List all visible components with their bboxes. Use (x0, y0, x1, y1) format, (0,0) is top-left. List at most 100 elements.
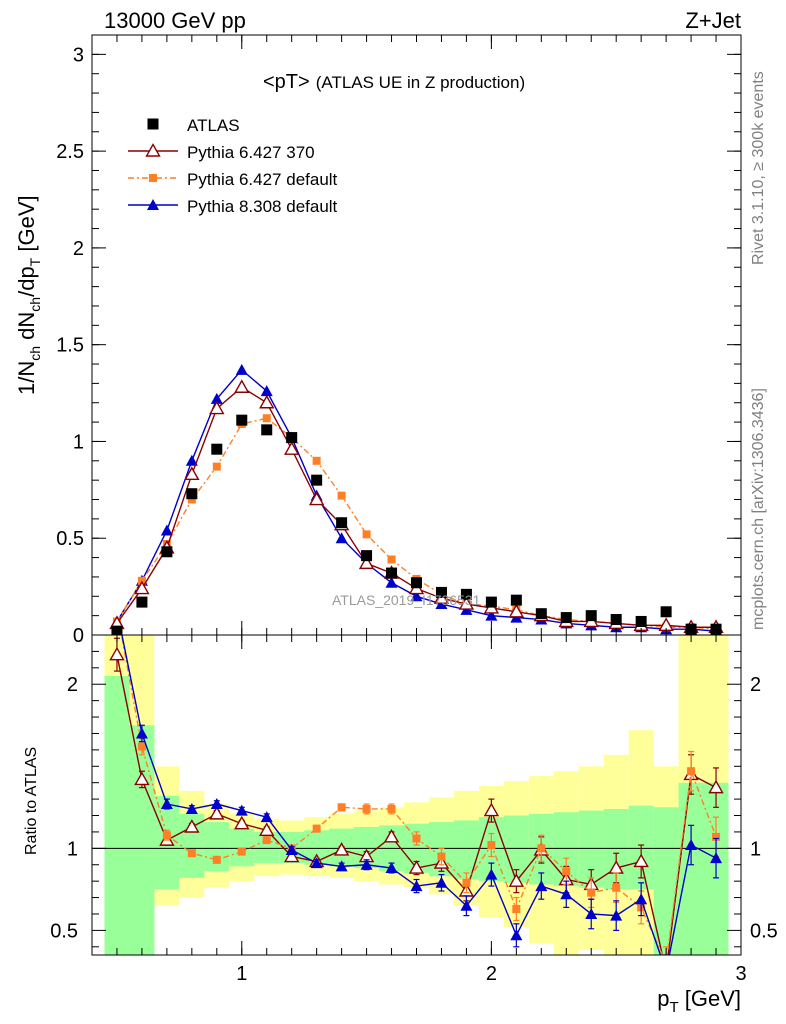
ratio-point (310, 857, 323, 869)
mc-point (259, 394, 275, 409)
data-point (386, 567, 398, 579)
plot-title-main: <pT> (263, 71, 310, 93)
y-tick-label-main: 1.5 (56, 335, 84, 357)
header-left: 13000 GeV pp (104, 8, 246, 33)
ratio-point (209, 805, 225, 820)
side-text-rivet: Rivet 3.1.10, ≥ 300k events (750, 71, 767, 265)
ratio-point (234, 815, 250, 830)
y-tick-label-main: 0 (73, 625, 84, 647)
ratio-point (312, 824, 321, 833)
mc-point (387, 555, 396, 564)
data-point (435, 586, 447, 598)
ratio-point (333, 842, 350, 856)
header-right: Z+Jet (685, 8, 741, 33)
legend-marker (147, 118, 159, 130)
ratio-point (412, 834, 421, 843)
ratio-point (610, 909, 623, 921)
data-point (510, 594, 522, 606)
legend-marker (149, 174, 157, 182)
y-axis-label-ratio: Ratio to ATLAS (23, 747, 40, 855)
ratio-point (633, 853, 649, 868)
data-point (336, 517, 348, 529)
ratio-point (285, 843, 298, 855)
mc-point (358, 555, 375, 570)
ratio-point (185, 802, 198, 814)
ratio-point (184, 819, 200, 833)
ratio-point (260, 811, 273, 823)
ratio-point (134, 771, 150, 786)
ratio-point (410, 880, 423, 892)
ratio-point (137, 742, 146, 751)
mc-point (337, 491, 346, 500)
ratio-point (462, 878, 471, 887)
ratio-point (259, 822, 275, 836)
ratio-point (237, 847, 246, 856)
ratio-point (587, 888, 596, 897)
ratio-point (660, 965, 672, 976)
ratio-point (335, 860, 348, 872)
y-tick-label-main: 3 (73, 44, 84, 66)
ratio-point (508, 873, 525, 887)
y-tick-label-main: 0.5 (56, 528, 84, 550)
data-point (261, 424, 273, 436)
mc-point (385, 576, 398, 588)
data-point (560, 612, 572, 624)
data-point (535, 608, 547, 620)
legend-label: Pythia 6.427 default (187, 170, 338, 189)
mc-point (458, 596, 475, 610)
ratio-point (537, 844, 546, 853)
ratio-point (483, 802, 500, 817)
ratio-point (437, 852, 446, 861)
ratio-point (187, 849, 196, 858)
ratio-point (135, 727, 148, 739)
ratio-point (535, 880, 548, 892)
ratio-point (212, 855, 221, 864)
ratio-bands (104, 635, 729, 955)
mc-point (210, 392, 223, 404)
ratio-point (685, 839, 698, 851)
x-tick-label: 1 (236, 963, 247, 985)
x-tick-label: 2 (486, 963, 497, 985)
mc-point (234, 379, 250, 393)
ratio-point (510, 929, 523, 941)
band-inner (104, 676, 130, 955)
mc-point (308, 491, 325, 506)
ratio-point (612, 883, 621, 892)
y-tick-label-ratio: 1 (67, 838, 78, 860)
ratio-point (362, 804, 371, 813)
y-tick-label-ratio: 0.5 (50, 920, 78, 942)
legend-label: Pythia 8.308 default (187, 197, 338, 216)
ratio-point (113, 606, 121, 614)
ratio-point (562, 867, 571, 876)
data-point (161, 546, 173, 558)
main-series (109, 363, 724, 635)
mc-point (235, 363, 248, 375)
data-point (236, 414, 248, 426)
ratio-point (560, 888, 573, 900)
ratio-point (460, 899, 473, 911)
mc-point (160, 524, 173, 536)
mc-point (209, 400, 225, 415)
y-axis-label-main: 1/Nch dNch/dpT [GeV] (14, 195, 43, 395)
plot-title-sub: (ATLAS UE in Z production) (316, 73, 525, 92)
x-axis-label: pT [GeV] (657, 986, 741, 1016)
ratio-point (360, 858, 373, 870)
ratio-point (585, 907, 598, 919)
ratio-point (712, 832, 721, 841)
data-point (311, 474, 323, 486)
mc-point (335, 532, 348, 544)
data-point (286, 432, 298, 444)
data-point (361, 550, 373, 562)
ratio-point (109, 646, 125, 661)
ratio-series (109, 606, 724, 977)
y-tick-label-main: 2.5 (56, 141, 84, 163)
band-inner (204, 822, 230, 872)
mc-point (485, 609, 498, 621)
data-point (460, 588, 472, 600)
data-point (585, 610, 597, 622)
ratio-point (687, 767, 696, 776)
ratio-point (512, 905, 521, 914)
ratio-point (660, 965, 673, 977)
mc-point (187, 495, 196, 504)
